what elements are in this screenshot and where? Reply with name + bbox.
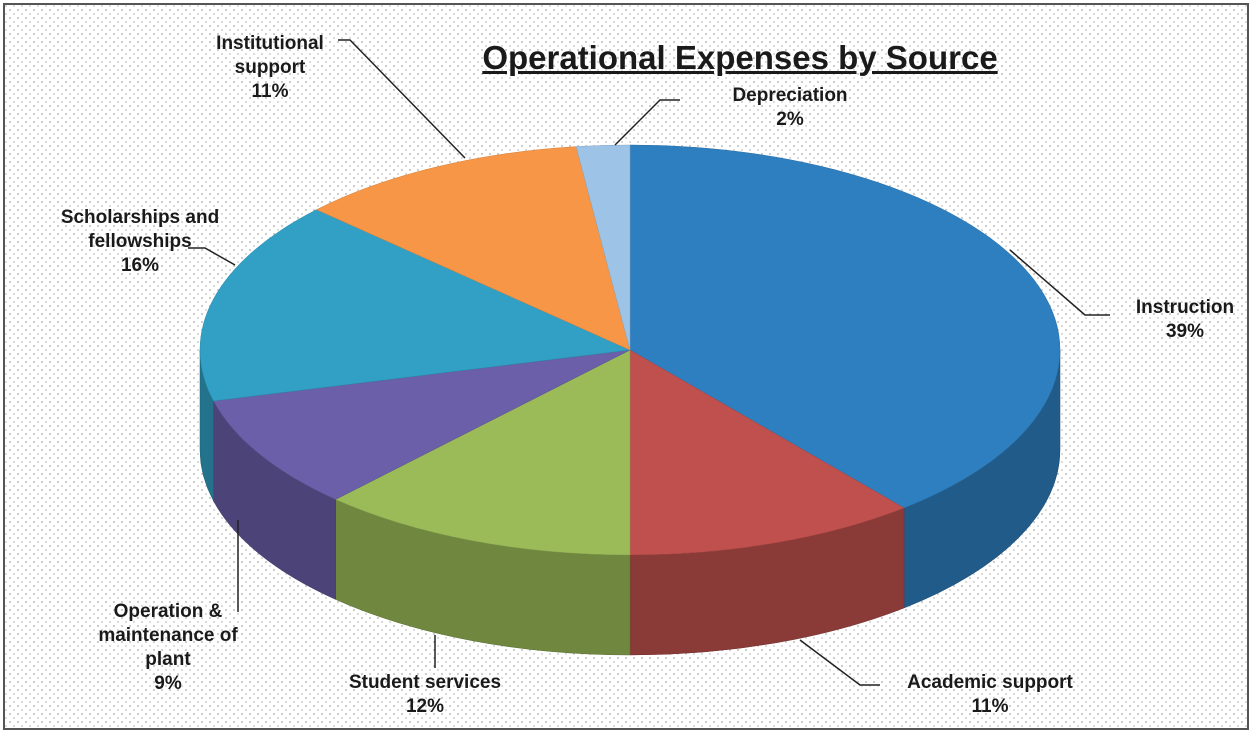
value-label: 11% bbox=[251, 81, 289, 102]
chart-title: Operational Expenses by Source bbox=[482, 39, 998, 76]
category-label: Student services bbox=[348, 672, 502, 693]
data-label: Student services 12% bbox=[315, 671, 535, 719]
category-label: Depreciation bbox=[732, 85, 848, 106]
category-label: Academic support bbox=[907, 672, 1073, 693]
slice bbox=[629, 349, 905, 556]
slice bbox=[213, 349, 631, 500]
value-label: 16% bbox=[120, 255, 160, 276]
category-label: Scholarships and fellowships bbox=[60, 207, 220, 252]
slice bbox=[575, 144, 631, 351]
leader-line bbox=[188, 247, 236, 266]
pie bbox=[199, 144, 1061, 656]
value-label: 2% bbox=[776, 109, 804, 130]
slice bbox=[629, 144, 1061, 509]
data-label: Academic support 11% bbox=[880, 671, 1100, 719]
slice bbox=[315, 146, 631, 351]
leader-lines bbox=[188, 39, 1110, 686]
data-label: Operation & maintenance of plant 9% bbox=[81, 600, 256, 696]
value-label: 39% bbox=[1165, 321, 1205, 342]
value-label: 9% bbox=[154, 673, 182, 694]
slice bbox=[199, 209, 631, 402]
data-label: Institutional support 11% bbox=[195, 32, 345, 104]
category-label: Instruction bbox=[1135, 297, 1235, 318]
category-label: Institutional support bbox=[216, 33, 324, 78]
leader-line bbox=[338, 39, 466, 159]
category-label: Operation & maintenance of plant bbox=[98, 601, 238, 670]
value-label: 12% bbox=[405, 696, 445, 717]
leader-line bbox=[1009, 249, 1110, 316]
value-label: 11% bbox=[971, 696, 1009, 717]
data-label: Depreciation 2% bbox=[710, 84, 870, 132]
leader-line bbox=[799, 639, 880, 686]
leader-line bbox=[614, 99, 680, 146]
slice bbox=[335, 349, 631, 556]
data-label: Instruction 39% bbox=[1115, 296, 1252, 344]
data-label: Scholarships and fellowships 16% bbox=[40, 206, 240, 278]
